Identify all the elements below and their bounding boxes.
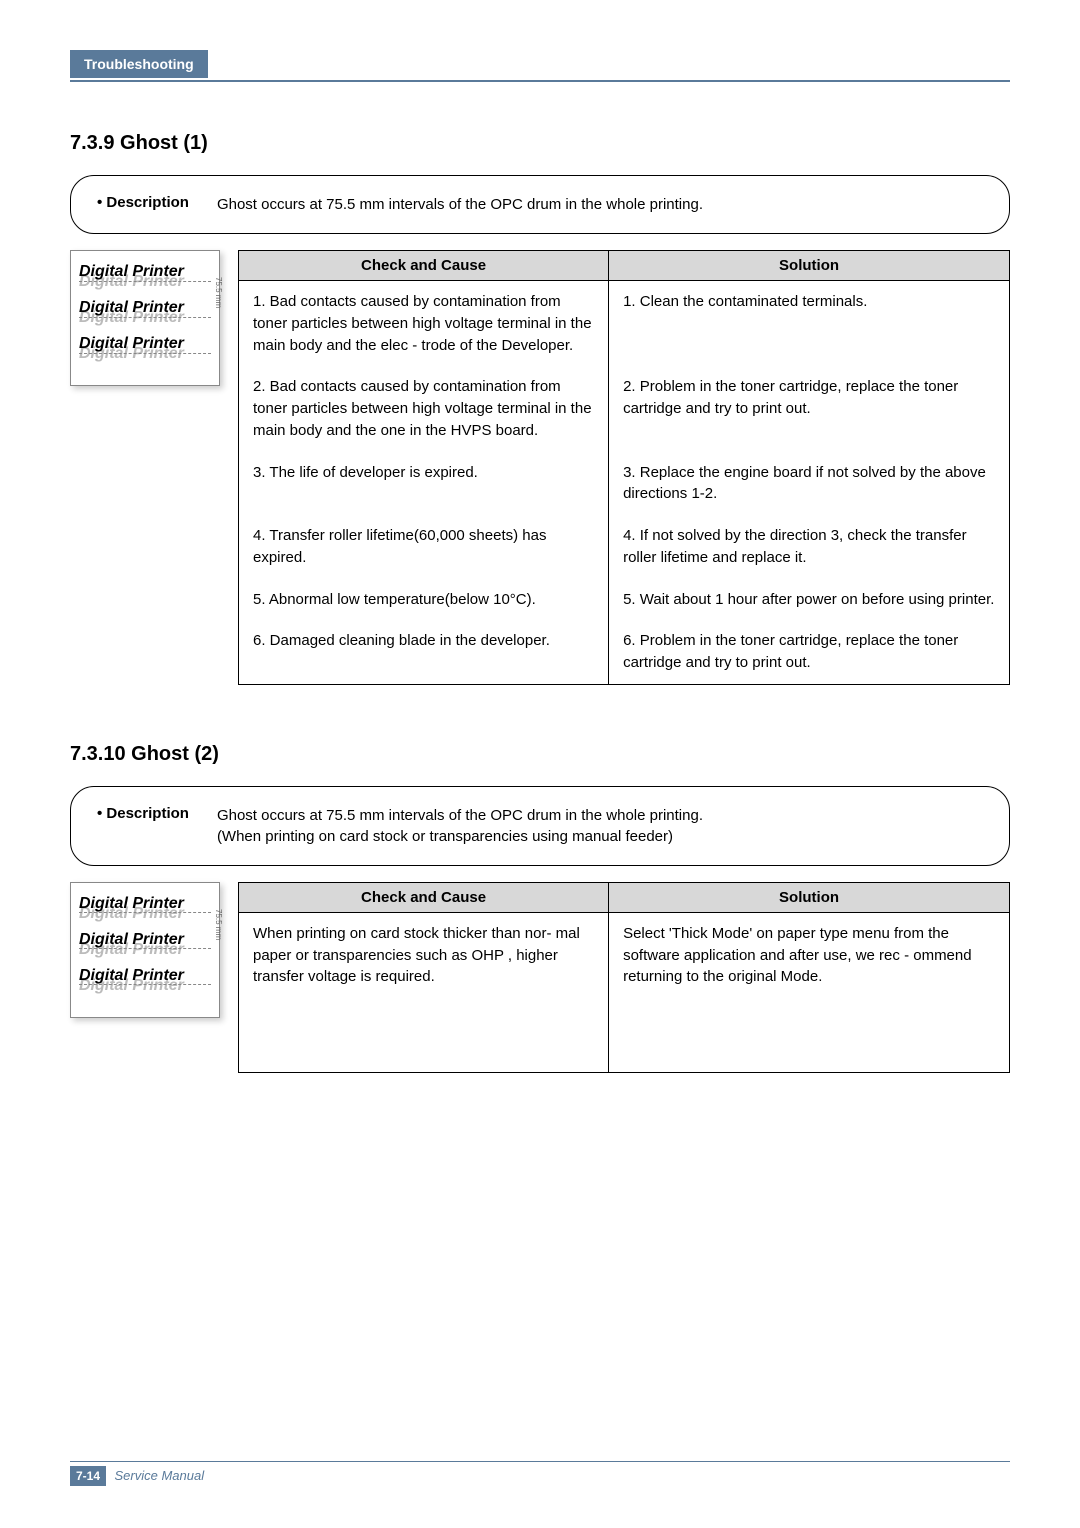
dimension-label: 75.5 mm (214, 909, 223, 940)
troubleshooting-table: Check and Cause Solution When printing o… (238, 882, 1010, 1073)
table-row: 1. Bad contacts caused by contamination … (239, 281, 1010, 367)
troubleshooting-table: Check and Cause Solution 1. Bad contacts… (238, 250, 1010, 685)
description-label: • Description (97, 194, 189, 211)
section-title: 7.3.9 Ghost (1) (70, 132, 1010, 155)
section-ghost-1: 7.3.9 Ghost (1) • Description Ghost occu… (70, 132, 1010, 685)
footer-label: Service Manual (114, 1468, 204, 1483)
table-row: 4. Transfer roller lifetime(60,000 sheet… (239, 515, 1010, 579)
header-tab: Troubleshooting (70, 50, 208, 78)
solution-cell: 1. Clean the contaminated terminals. (609, 281, 1010, 367)
description-box: • Description Ghost occurs at 75.5 mm in… (70, 175, 1010, 234)
description-text: Ghost occurs at 75.5 mm intervals of the… (217, 805, 703, 847)
table-row: 3. The life of developer is expired. 3. … (239, 452, 1010, 516)
ghost-sample-image: Digital Printer Digital Printer Digital … (70, 882, 220, 1018)
description-box: • Description Ghost occurs at 75.5 mm in… (70, 786, 1010, 866)
table-row: 2. Bad contacts caused by contamination … (239, 366, 1010, 451)
section-title: 7.3.10 Ghost (2) (70, 743, 1010, 766)
cause-cell: When printing on card stock thicker than… (239, 912, 609, 1072)
cause-cell: 1. Bad contacts caused by contamination … (239, 281, 609, 367)
solution-cell: Select 'Thick Mode' on paper type menu f… (609, 912, 1010, 1072)
ghost-sample-image: Digital Printer Digital Printer Digital … (70, 250, 220, 386)
ghost-print-text: Digital Printer (79, 263, 211, 282)
table-row: 6. Damaged cleaning blade in the develop… (239, 620, 1010, 684)
page-footer: 7-14 Service Manual (70, 1461, 1010, 1486)
header-rule (70, 80, 1010, 82)
dimension-label: 75.5 mm (214, 277, 223, 308)
table-header-cause: Check and Cause (239, 882, 609, 912)
table-header-cause: Check and Cause (239, 251, 609, 281)
description-label: • Description (97, 805, 189, 822)
page-number: 7-14 (70, 1466, 106, 1486)
table-row: When printing on card stock thicker than… (239, 912, 1010, 1072)
description-text: Ghost occurs at 75.5 mm intervals of the… (217, 194, 703, 215)
table-row: 5. Abnormal low temperature(below 10°C).… (239, 579, 1010, 621)
section-ghost-2: 7.3.10 Ghost (2) • Description Ghost occ… (70, 743, 1010, 1073)
table-header-solution: Solution (609, 251, 1010, 281)
table-header-solution: Solution (609, 882, 1010, 912)
